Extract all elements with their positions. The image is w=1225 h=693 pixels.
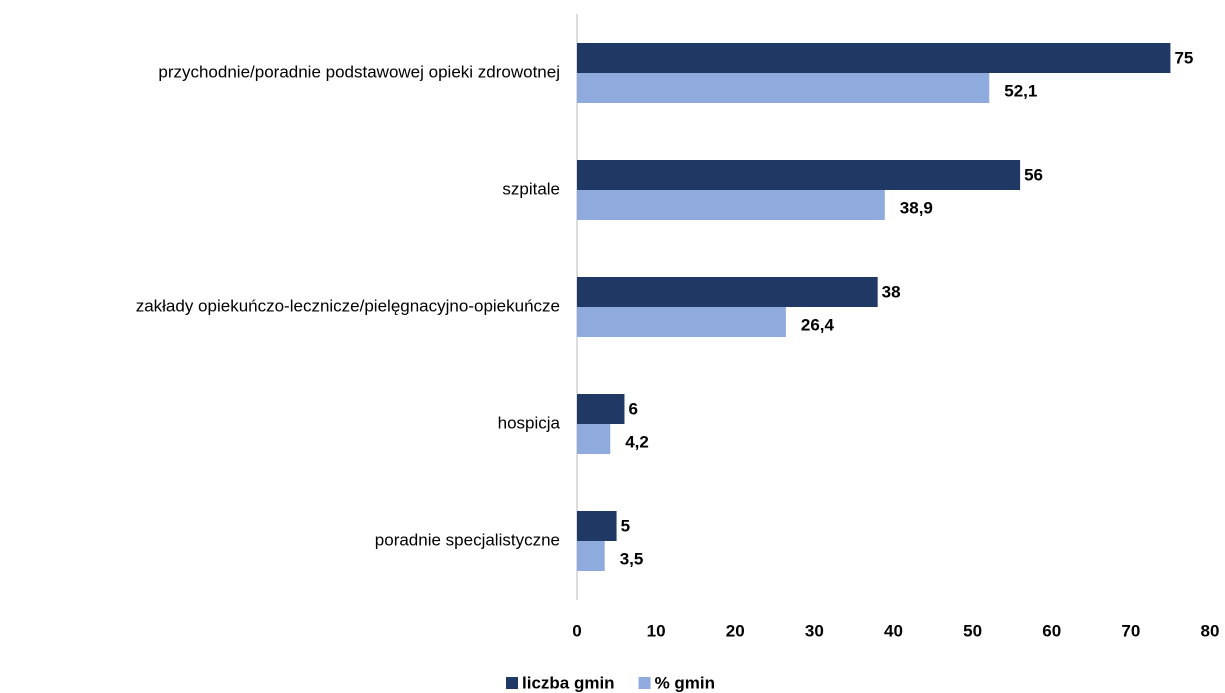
bar: [577, 73, 990, 103]
bar: [577, 307, 786, 337]
category-label: zakłady opiekuńczo-lecznicze/pielęgnacyj…: [136, 296, 560, 315]
bar: [577, 394, 625, 424]
legend-label: % gmin: [655, 673, 715, 692]
bar: [577, 43, 1171, 73]
bar: [577, 511, 617, 541]
legend-swatch: [638, 677, 651, 689]
x-tick-label: 80: [1201, 621, 1220, 640]
x-tick-label: 70: [1121, 621, 1140, 640]
category-label: szpitale: [502, 179, 560, 198]
x-tick-label: 0: [572, 621, 581, 640]
legend-swatch: [506, 677, 518, 689]
x-tick-label: 60: [1042, 621, 1061, 640]
legend-label: liczba gmin: [522, 673, 615, 692]
value-label: 5: [621, 516, 630, 535]
x-tick-label: 20: [726, 621, 745, 640]
bar: [577, 190, 885, 220]
value-label: 56: [1024, 165, 1043, 184]
category-label: przychodnie/poradnie podstawowej opieki …: [158, 62, 560, 81]
bar: [577, 424, 611, 454]
x-tick-label: 50: [963, 621, 982, 640]
x-tick-label: 30: [805, 621, 824, 640]
value-label: 52,1: [1004, 81, 1037, 100]
value-label: 26,4: [801, 315, 835, 334]
value-label: 38: [882, 282, 901, 301]
bar: [577, 541, 605, 571]
bar: [577, 160, 1021, 190]
value-label: 6: [628, 399, 637, 418]
x-tick-label: 40: [884, 621, 903, 640]
category-label: hospicja: [498, 413, 561, 432]
value-label: 3,5: [620, 549, 644, 568]
category-label: poradnie specjalistyczne: [375, 530, 560, 549]
value-label: 38,9: [900, 198, 933, 217]
value-label: 4,2: [625, 432, 649, 451]
value-label: 75: [1174, 48, 1193, 67]
bar: [577, 277, 878, 307]
x-tick-label: 10: [647, 621, 666, 640]
